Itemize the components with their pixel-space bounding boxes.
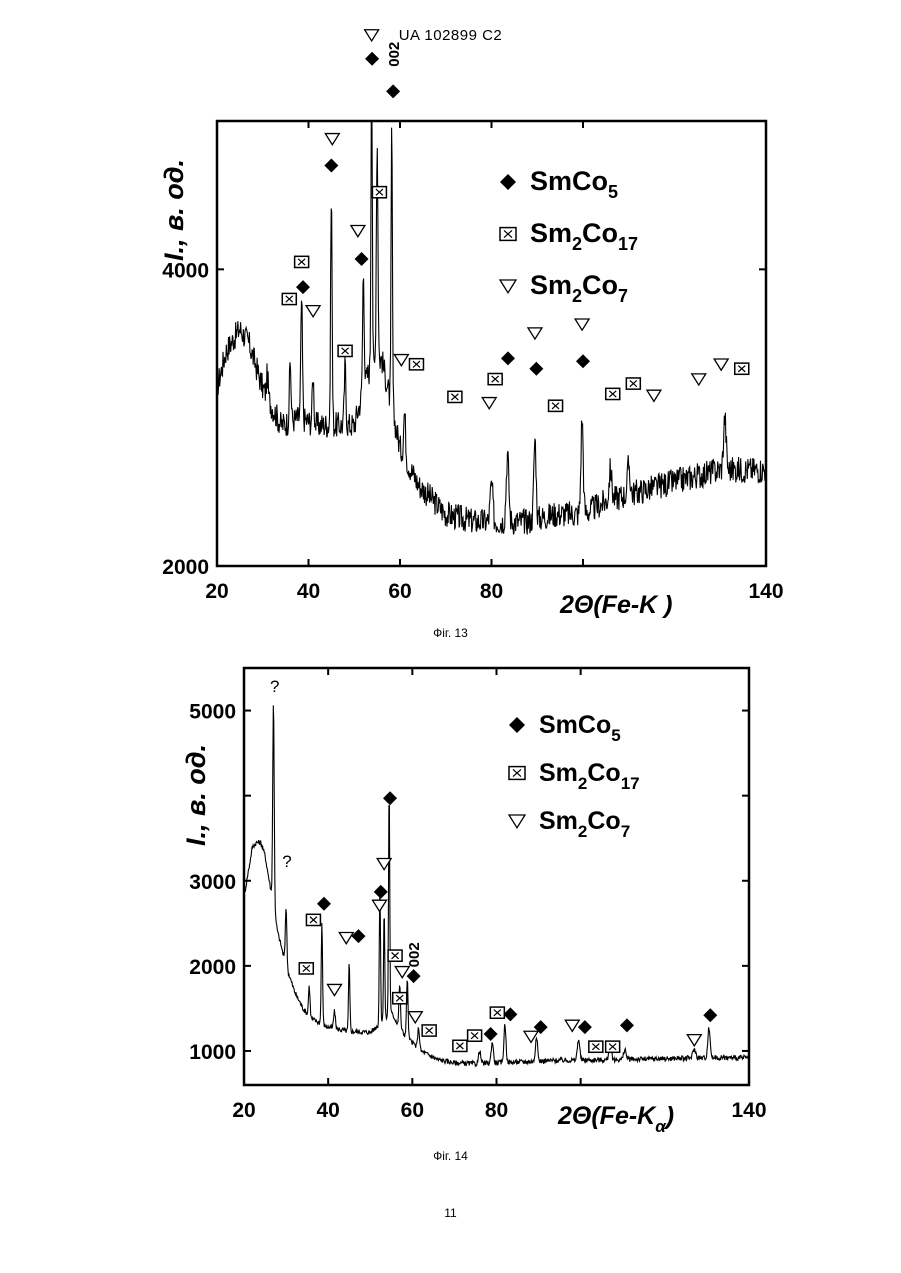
figure-caption-14: Фіг. 14	[0, 1149, 901, 1163]
phase-marker-diamond	[374, 885, 388, 899]
phase-marker-triangle	[373, 900, 387, 911]
y-tick-label: 2000	[189, 956, 236, 979]
phase-marker-boxx	[388, 950, 402, 961]
legend-marker-diamond	[509, 717, 525, 733]
xrd-chart-fig14: 20 40 60 80 140 1000 2000 3000 5000 I., в. од. 2Θ(…	[0, 0, 901, 1200]
y-tick-label: 3000	[189, 871, 236, 894]
legend-entry: Sm2Co7	[539, 807, 630, 841]
x-tick-label: 140	[731, 1099, 766, 1122]
phase-marker-boxx	[299, 963, 313, 974]
phase-marker-diamond	[351, 929, 365, 943]
y-tick-label: 1000	[189, 1041, 236, 1064]
x-tick-label: 60	[401, 1099, 424, 1122]
phase-marker-boxx	[306, 914, 320, 925]
x-tick-label: 40	[316, 1099, 339, 1122]
phase-marker-boxx	[606, 1041, 620, 1052]
peak-annotation: ?	[270, 677, 279, 696]
phase-marker-diamond	[484, 1027, 498, 1041]
phase-marker-boxx	[393, 993, 407, 1004]
phase-marker-triangle	[339, 933, 353, 944]
phase-marker-boxx	[490, 1007, 504, 1018]
legend-entry: Sm2Co17	[539, 759, 640, 793]
legend-marker-triangle	[509, 815, 525, 828]
x-tick-label: 80	[485, 1099, 508, 1122]
peak-annotation: ?	[282, 852, 291, 871]
y-axis-label: I., в. од.	[181, 744, 211, 846]
page-number: 11	[0, 1206, 901, 1220]
phase-marker-diamond	[620, 1018, 634, 1032]
phase-marker-diamond	[317, 897, 331, 911]
phase-marker-boxx	[453, 1040, 467, 1051]
phase-marker-triangle	[565, 1020, 579, 1031]
peak-annotation: 002	[406, 942, 423, 967]
phase-marker-triangle	[327, 984, 341, 995]
x-tick-label: 20	[232, 1099, 255, 1122]
phase-marker-boxx	[468, 1030, 482, 1041]
phase-marker-diamond	[503, 1007, 517, 1021]
phase-marker-diamond	[578, 1020, 592, 1034]
legend-entry: SmCo5	[539, 711, 621, 745]
phase-marker-boxx	[422, 1025, 436, 1036]
phase-marker-boxx	[589, 1041, 603, 1052]
phase-marker-diamond	[383, 791, 397, 805]
phase-marker-diamond	[703, 1008, 717, 1022]
x-axis-label: 2Θ(Fe-Kα)	[557, 1102, 674, 1136]
legend-marker-boxx	[509, 767, 525, 780]
phase-marker-diamond	[407, 969, 421, 983]
phase-marker-triangle	[408, 1012, 422, 1023]
y-tick-label: 5000	[189, 701, 236, 724]
phase-marker-triangle	[687, 1035, 701, 1046]
